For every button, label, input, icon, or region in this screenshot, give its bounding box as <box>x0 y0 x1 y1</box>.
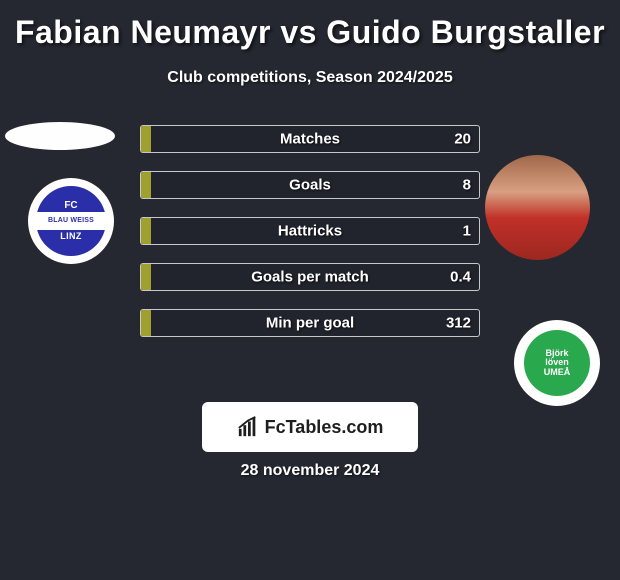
stat-row: Goals per match 0.4 <box>140 263 480 291</box>
brand-box[interactable]: FcTables.com <box>202 402 418 452</box>
stat-row: Matches 20 <box>140 125 480 153</box>
stat-fill <box>141 310 151 336</box>
club-left-line3: LINZ <box>60 232 82 241</box>
stat-value-right: 0.4 <box>450 269 471 286</box>
date-text: 28 november 2024 <box>241 462 380 480</box>
stat-value-right: 20 <box>454 131 471 148</box>
brand-text: FcTables.com <box>265 417 384 438</box>
player-left-avatar <box>5 122 115 150</box>
stat-fill <box>141 264 151 290</box>
player-right-avatar <box>485 155 590 260</box>
club-badge-left: FC BLAU WEISS LINZ <box>28 178 114 264</box>
chart-icon <box>237 416 259 438</box>
page-title: Fabian Neumayr vs Guido Burgstaller <box>0 0 620 51</box>
club-right-line3: UMEÅ <box>544 368 571 377</box>
stat-label: Goals <box>289 177 331 194</box>
club-badge-right: Björk löven UMEÅ <box>514 320 600 406</box>
subtitle: Club competitions, Season 2024/2025 <box>0 69 620 87</box>
club-left-line2: BLAU WEISS <box>48 217 94 224</box>
stat-fill <box>141 218 151 244</box>
stat-value-right: 8 <box>463 177 471 194</box>
stat-value-right: 1 <box>463 223 471 240</box>
stat-row: Goals 8 <box>140 171 480 199</box>
stats-container: Matches 20 Goals 8 Hattricks 1 Goals per match… <box>140 125 480 355</box>
stat-label: Goals per match <box>251 269 369 286</box>
stat-label: Min per goal <box>266 315 354 332</box>
stat-row: Min per goal 312 <box>140 309 480 337</box>
stat-row: Hattricks 1 <box>140 217 480 245</box>
stat-fill <box>141 172 151 198</box>
club-left-line1: FC <box>64 201 77 212</box>
stat-value-right: 312 <box>446 315 471 332</box>
stat-fill <box>141 126 151 152</box>
stat-label: Matches <box>280 131 340 148</box>
stat-label: Hattricks <box>278 223 342 240</box>
